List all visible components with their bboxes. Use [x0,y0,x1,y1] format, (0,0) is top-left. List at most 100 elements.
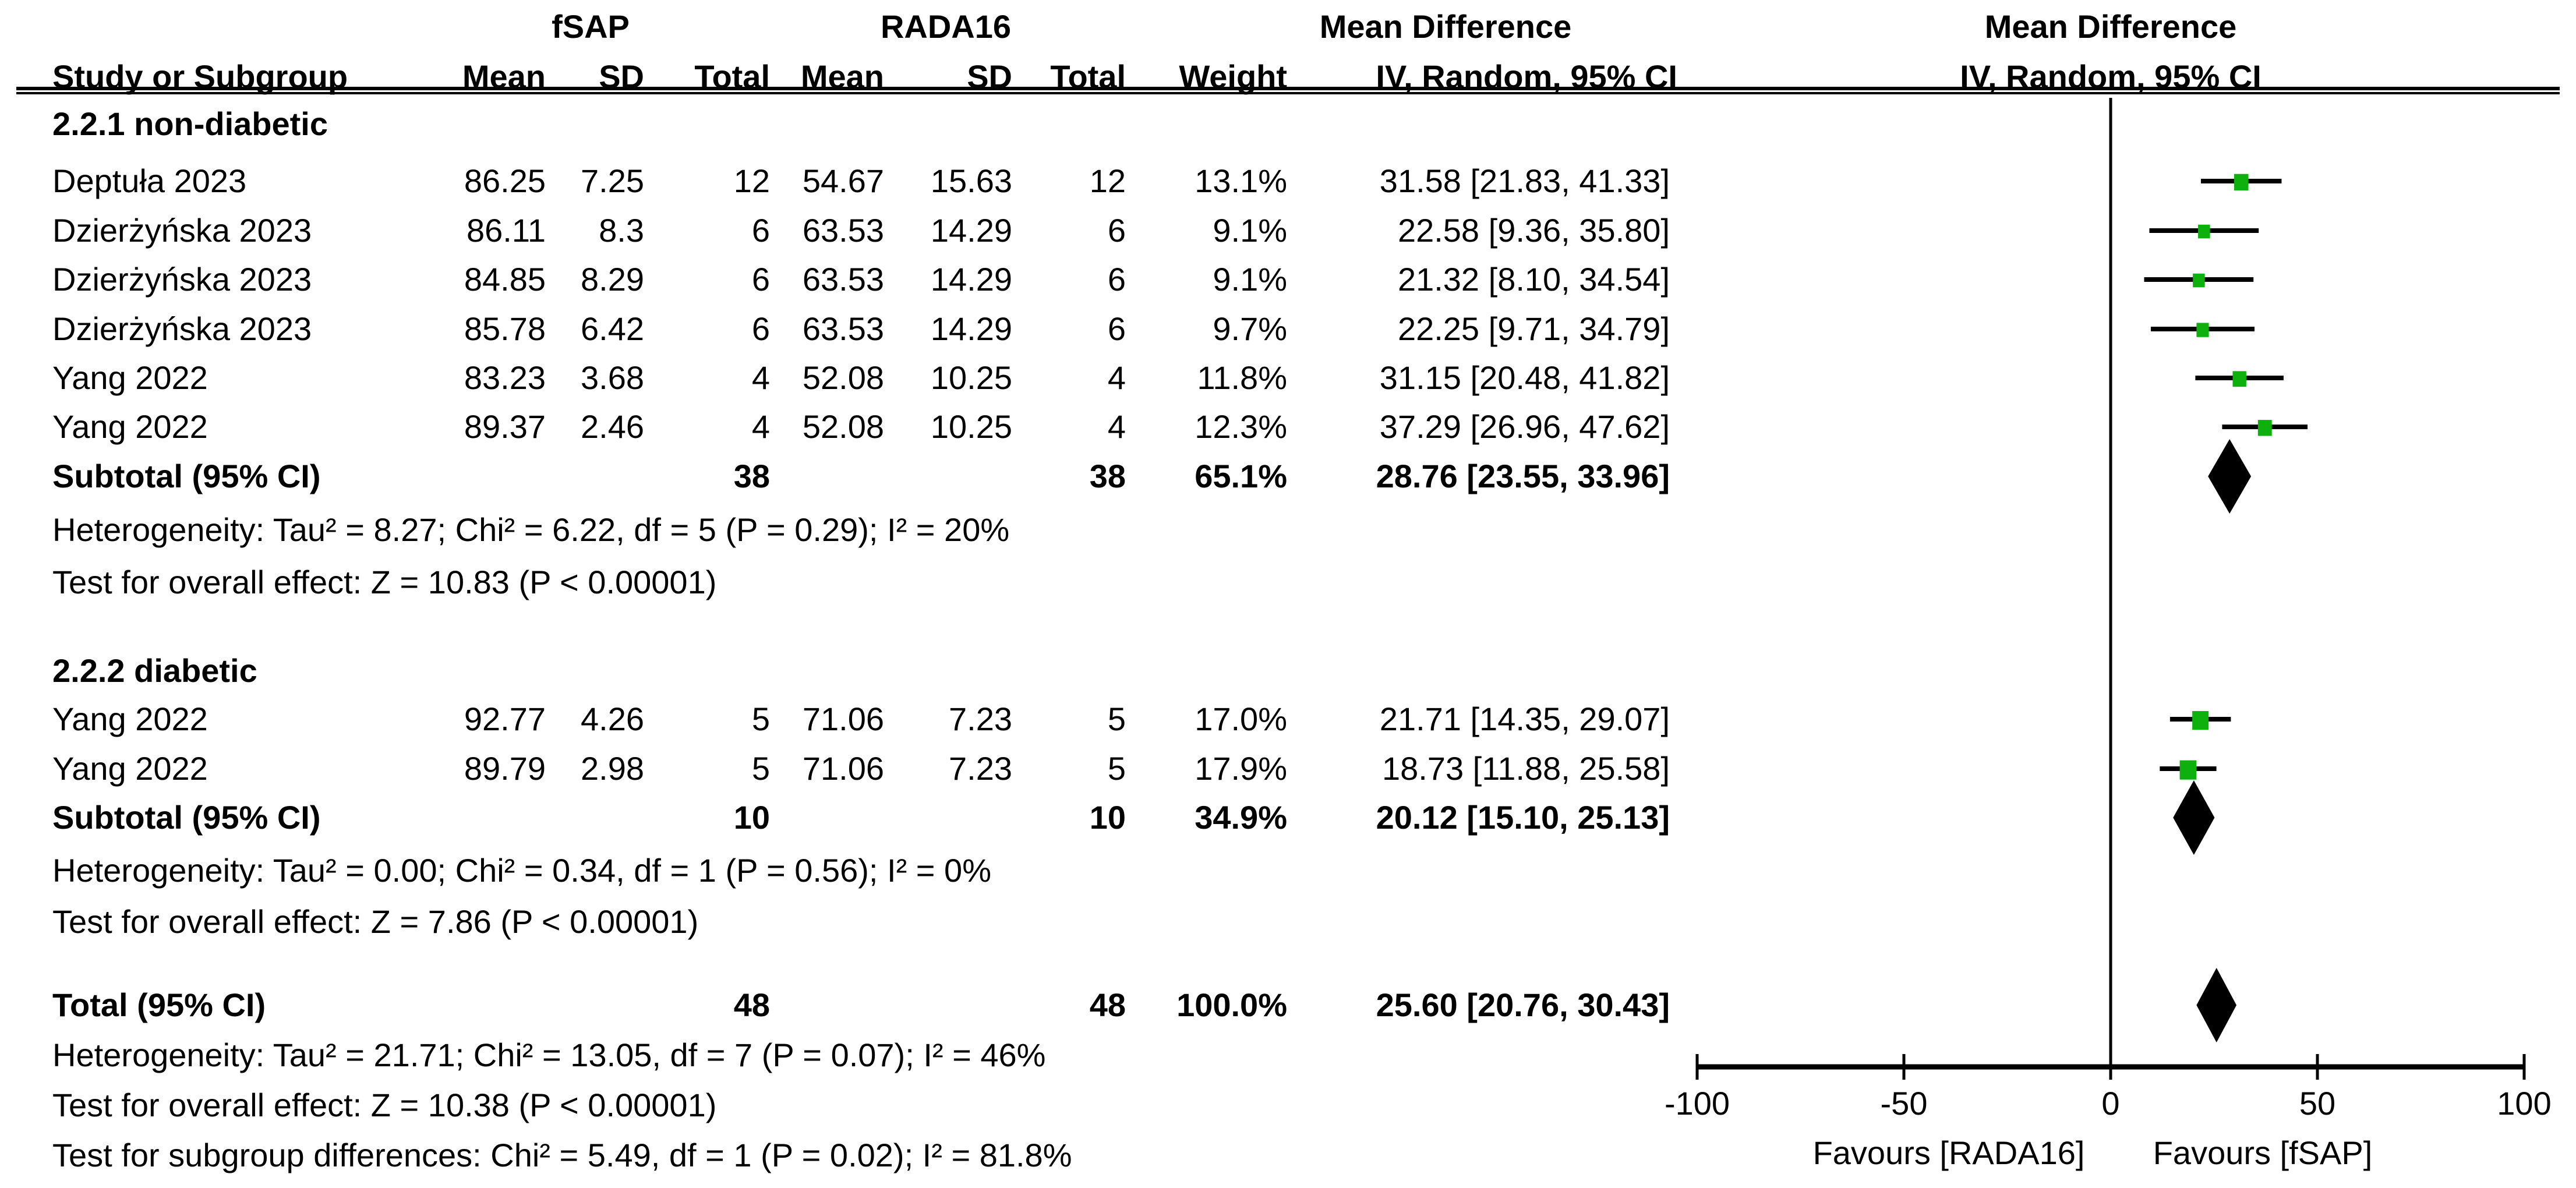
fsap-total: 4 [751,359,770,396]
fsap-mean: 92.77 [464,701,546,737]
rada16-mean: 63.53 [802,212,884,249]
favours-left-label: Favours [RADA16] [1812,1134,2085,1171]
study-label: Yang 2022 [52,408,208,445]
rada16-total: 12 [1089,162,1126,199]
ci-value: 22.58 [9.36, 35.80] [1397,212,1670,249]
axis-tick-label: -100 [1664,1085,1730,1122]
effect-square [2193,273,2205,288]
effect-square [2198,224,2210,239]
column-header-fsap-mean: Mean [462,58,546,95]
fsap-mean: 89.37 [464,408,546,445]
total-label: Total (95% CI) [52,987,266,1023]
fsap-total: 4 [751,408,770,445]
total-diamond [2196,968,2237,1042]
weight-value: 9.1% [1213,212,1287,249]
weight-value: 17.9% [1195,750,1287,787]
fsap-mean: 85.78 [464,310,546,347]
ci-value: 31.15 [20.48, 41.82] [1379,359,1670,396]
axis-tick-label: 100 [2497,1085,2552,1122]
rada16-total: 5 [1107,750,1126,787]
rada16-total: 6 [1107,310,1126,347]
rada16-total: 4 [1107,408,1126,445]
subgroup-title: 2.2.2 diabetic [52,652,257,689]
study-label: Yang 2022 [52,750,208,787]
fsap-total: 6 [751,310,770,347]
fsap-sd: 2.46 [581,408,644,445]
overall-effect-line: Test for overall effect: Z = 10.38 (P < … [52,1087,717,1123]
study-label: Dzierżyńska 2023 [52,261,312,298]
effect-square [2257,420,2272,436]
total-rada16-total: 48 [1089,987,1126,1023]
fsap-sd: 7.25 [581,162,644,199]
rada16-sd: 10.25 [930,408,1012,445]
fsap-sd: 2.98 [581,750,644,787]
fsap-sd: 8.3 [599,212,644,249]
header-rule-top [16,87,2560,90]
subgroup-title: 2.2.1 non-diabetic [52,105,328,142]
weight-value: 9.1% [1213,261,1287,298]
fsap-sd: 6.42 [581,310,644,347]
rada16-total: 6 [1107,261,1126,298]
fsap-total: 5 [751,701,770,737]
effect-square [2179,760,2197,780]
group-header-fsap: fSAP [552,8,630,45]
weight-value: 12.3% [1195,408,1287,445]
rada16-total: 5 [1107,701,1126,737]
rada16-total: 4 [1107,359,1126,396]
effect-square [2192,710,2209,730]
ci-value: 18.73 [11.88, 25.58] [1381,750,1670,787]
weight-value: 13.1% [1195,162,1287,199]
column-header-rada16-mean: Mean [800,58,884,95]
subtotal-ci: 28.76 [23.55, 33.96] [1376,458,1670,494]
fsap-sd: 8.29 [581,261,644,298]
subtotal-diamond [2173,780,2215,855]
column-header-study: Study or Subgroup [52,58,348,95]
subtotal-rada16-total: 38 [1089,458,1126,494]
rada16-mean: 52.08 [802,359,884,396]
group-header-rada16: RADA16 [880,8,1012,45]
fsap-mean: 83.23 [464,359,546,396]
ci-value: 37.29 [26.96, 47.62] [1379,408,1670,445]
subtotal-fsap-total: 38 [733,458,770,494]
fsap-total: 6 [751,261,770,298]
study-label: Dzierżyńska 2023 [52,212,312,249]
weight-value: 11.8% [1197,359,1287,396]
plot-column-title: Mean Difference [1984,8,2237,45]
fsap-mean: 86.25 [464,162,546,199]
weight-value: 9.7% [1213,310,1287,347]
fsap-mean: 84.85 [464,261,546,298]
axis-tick-label: 50 [2299,1085,2336,1122]
total-ci: 25.60 [20.76, 30.43] [1376,987,1670,1023]
subgroup-differences-line: Test for subgroup differences: Chi² = 5.… [52,1137,1072,1173]
fsap-total: 12 [733,162,770,199]
effect-square [2196,323,2209,337]
total-fsap-total: 48 [733,987,770,1023]
weight-value: 17.0% [1195,701,1287,737]
study-label: Yang 2022 [52,359,208,396]
subtotal-diamond [2208,439,2252,514]
plot-column-subtitle: IV, Random, 95% CI [1960,58,2261,95]
rada16-sd: 7.23 [949,750,1012,787]
rada16-mean: 63.53 [802,261,884,298]
subtotal-ci: 20.12 [15.10, 25.13] [1376,799,1670,836]
column-header-rada16-sd: SD [967,58,1012,95]
rada16-mean: 71.06 [802,701,884,737]
ci-value: 31.58 [21.83, 41.33] [1379,162,1670,199]
column-header-fsap-sd: SD [599,58,644,95]
subtotal-label: Subtotal (95% CI) [52,458,321,494]
fsap-sd: 3.68 [581,359,644,396]
fsap-total: 6 [751,212,770,249]
study-label: Deptuła 2023 [52,162,247,199]
column-header-rada16-total: Total [1050,58,1126,95]
total-weight: 100.0% [1176,987,1287,1023]
header-rule-bottom [16,92,2560,94]
ci-value: 22.25 [9.71, 34.79] [1397,310,1670,347]
effect-column-subtitle: IV, Random, 95% CI [1376,58,1677,95]
rada16-mean: 52.08 [802,408,884,445]
study-label: Yang 2022 [52,701,208,737]
column-header-fsap-total: Total [694,58,770,95]
rada16-sd: 10.25 [930,359,1012,396]
rada16-sd: 14.29 [930,310,1012,347]
subtotal-weight: 65.1% [1195,458,1287,494]
